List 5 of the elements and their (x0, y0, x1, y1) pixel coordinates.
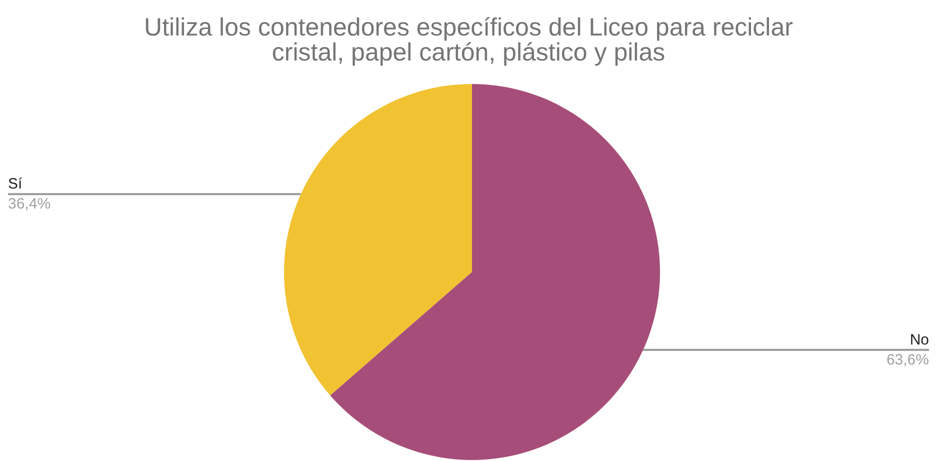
data-label: 36,4% (8, 196, 51, 213)
slice-label: Sí (8, 176, 24, 193)
slice-label: No (910, 331, 929, 348)
chart-title: Utiliza los contenedores específicos del Liceo para reciclar cristal, papel cartón, plástico y pilas (144, 14, 793, 66)
data-label: 63,6% (886, 351, 929, 368)
